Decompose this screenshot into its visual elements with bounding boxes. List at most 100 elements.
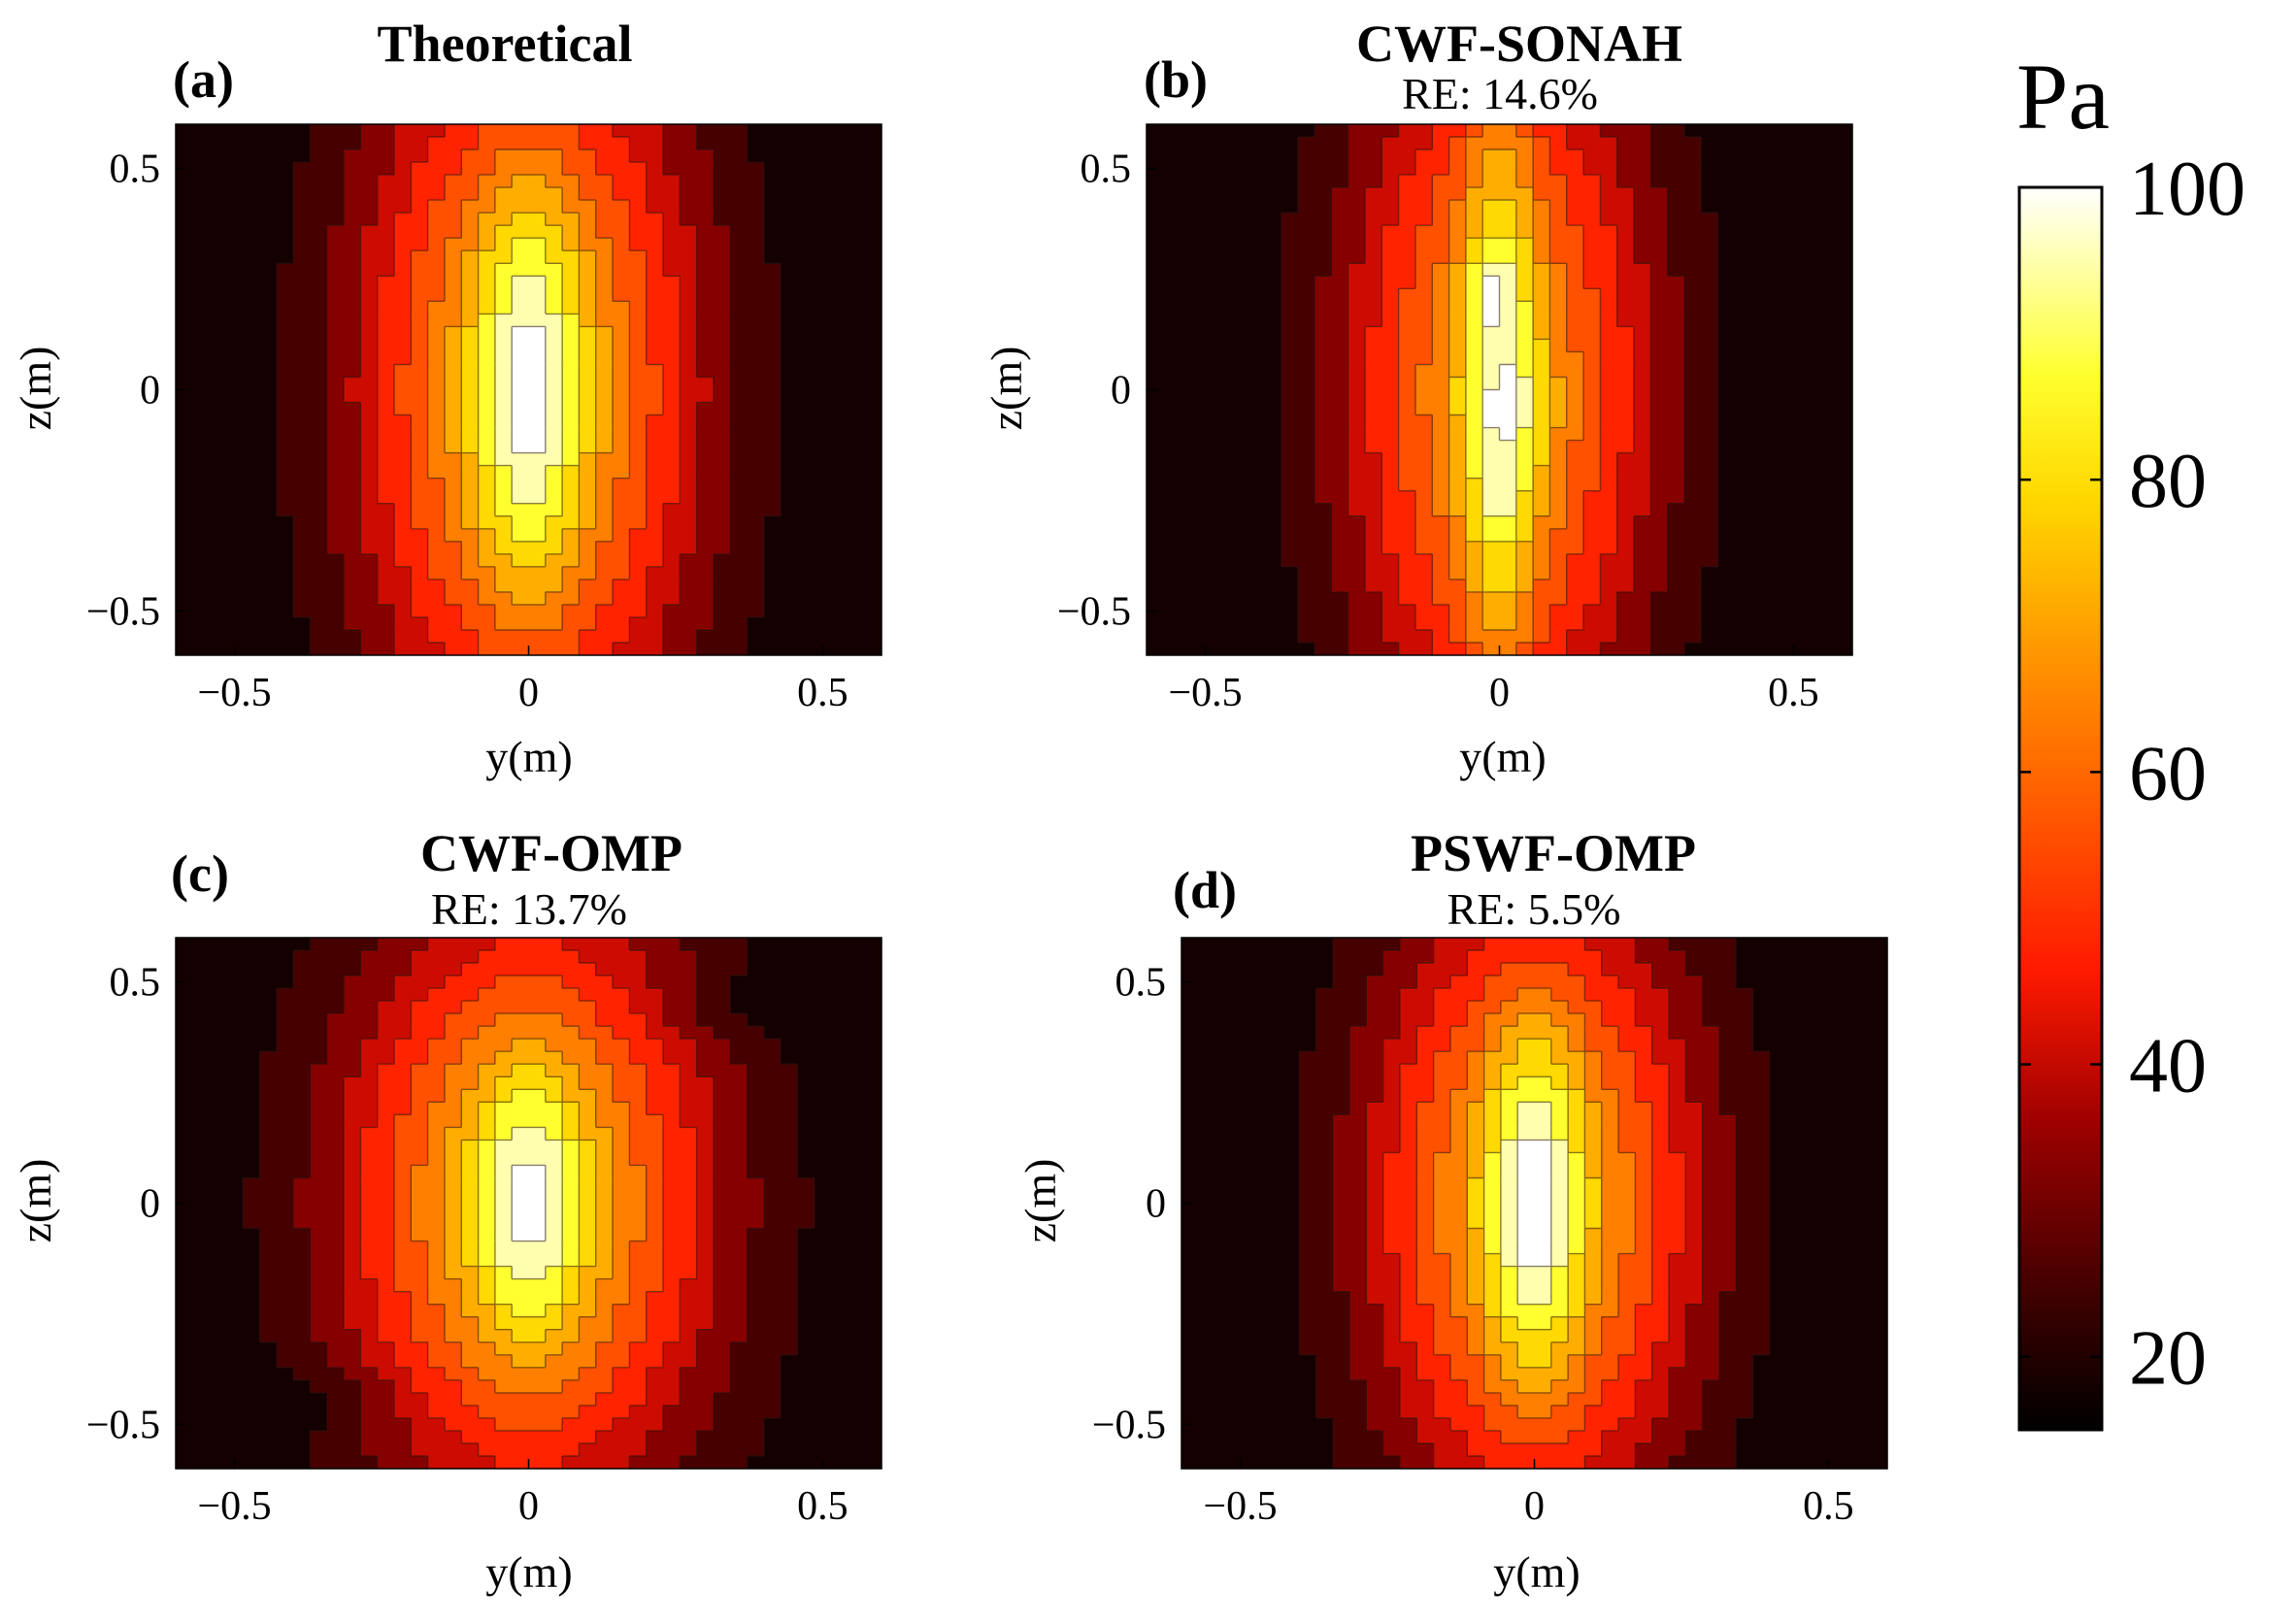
contour-cell [1566, 326, 1584, 341]
contour-cell [512, 1026, 530, 1040]
contour-cell [1667, 301, 1685, 315]
contour-cell [1482, 591, 1501, 606]
contour-cell [310, 414, 328, 429]
contour-cell [1432, 528, 1450, 543]
contour-cell [1802, 452, 1820, 467]
contour-cell [360, 1190, 379, 1205]
contour-cell [781, 377, 799, 391]
contour-cell [562, 1051, 581, 1066]
contour-cell [310, 541, 328, 555]
contour-cell [259, 225, 278, 240]
contour-cell [797, 1329, 815, 1343]
contour-cell [781, 1001, 799, 1014]
contour-cell [192, 988, 211, 1002]
contour-cell [579, 1354, 597, 1369]
contour-cell [1549, 553, 1568, 568]
contour-cell [662, 1266, 682, 1280]
contour-cell [1633, 553, 1652, 568]
contour-cell [1230, 465, 1248, 480]
contour-cell [1163, 465, 1181, 480]
contour-cell [1751, 553, 1770, 568]
contour-cell [629, 478, 648, 492]
contour-cell [579, 503, 597, 517]
contour-cell [360, 579, 379, 593]
contour-cell [1432, 187, 1450, 201]
contour-cell [209, 976, 227, 989]
contour-cell [411, 1026, 429, 1040]
contour-cell [747, 1152, 765, 1167]
contour-cell [276, 1291, 294, 1306]
contour-cell [209, 1026, 227, 1040]
contour-cell [1163, 276, 1181, 290]
contour-cell [1566, 339, 1584, 353]
contour-cell [797, 1266, 815, 1280]
contour-cell [326, 124, 345, 138]
contour-cell [613, 950, 631, 964]
contour-cell [461, 1341, 480, 1356]
contour-cell [781, 288, 799, 303]
contour-cell [1515, 326, 1534, 341]
contour-cell [1549, 301, 1568, 315]
contour-cell [545, 149, 563, 163]
contour-cell [377, 1278, 395, 1293]
contour-cell [1667, 452, 1685, 467]
contour-cell [763, 950, 782, 964]
contour-cell [1214, 629, 1232, 644]
contour-cell [1633, 238, 1652, 252]
contour-cell [646, 162, 664, 176]
contour-cell [192, 591, 211, 606]
contour-cell [1432, 175, 1450, 188]
contour-cell [1297, 124, 1315, 138]
contour-cell [528, 528, 547, 543]
contour-cell [696, 591, 715, 606]
contour-cell [781, 950, 799, 964]
contour-cell [377, 326, 395, 341]
contour-cell [293, 250, 312, 265]
contour-cell [680, 1165, 698, 1179]
contour-cell [1482, 288, 1501, 303]
contour-cell [1600, 579, 1618, 593]
contour-cell [781, 1291, 799, 1306]
contour-cell [1247, 452, 1265, 467]
contour-cell [344, 314, 362, 328]
contour-cell [1348, 250, 1366, 265]
contour-cell [848, 1329, 866, 1343]
contour-cell [1297, 314, 1315, 328]
contour-cell [444, 213, 463, 226]
contour-cell [1180, 642, 1198, 655]
contour-cell [1650, 616, 1669, 631]
contour-cell [276, 1026, 294, 1040]
contour-cell [1264, 225, 1282, 240]
contour-cell [1214, 263, 1232, 278]
contour-cell [1533, 263, 1551, 278]
contour-cell [1482, 478, 1501, 492]
contour-cell [1566, 213, 1584, 226]
contour-cell [864, 339, 882, 353]
contour-cell [1784, 301, 1803, 315]
contour-cell [1818, 351, 1837, 366]
contour-cell [1465, 377, 1483, 391]
contour-cell [1717, 301, 1736, 315]
contour-cell [562, 288, 581, 303]
contour-cell [662, 1278, 682, 1293]
contour-cell [1784, 440, 1803, 454]
contour-cell [176, 301, 194, 315]
contour-cell [1734, 616, 1752, 631]
contour-cell [680, 1266, 698, 1280]
contour-cell [512, 1215, 530, 1230]
contour-cell [1381, 629, 1400, 644]
contour-cell [545, 1291, 563, 1306]
contour-cell [243, 976, 261, 989]
contour-cell [1247, 326, 1265, 341]
contour-cell [864, 250, 882, 265]
contour-cell [831, 938, 849, 951]
contour-cell [1616, 339, 1635, 353]
contour-cell [1414, 591, 1434, 606]
contour-cell [310, 1266, 328, 1280]
contour-cell [545, 1177, 563, 1192]
contour-cell [1381, 200, 1400, 214]
contour-cell [344, 1341, 362, 1356]
contour-cell [595, 175, 614, 188]
contour-cell [225, 1304, 245, 1318]
contour-cell [595, 1026, 614, 1040]
